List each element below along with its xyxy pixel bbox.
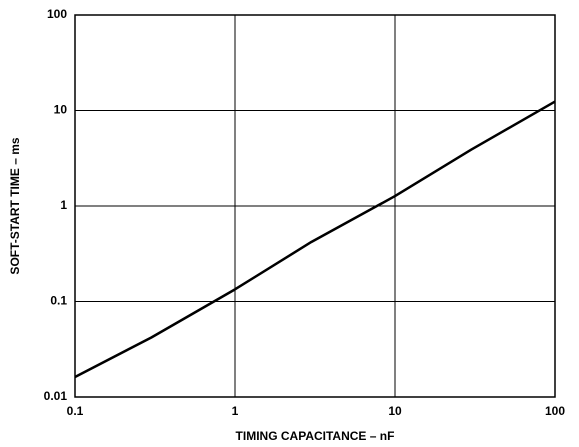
y-tick-label: 10 [54, 103, 68, 117]
plot-frame [74, 14, 556, 398]
x-tick-label: 10 [388, 404, 402, 418]
x-tick-label: 100 [545, 404, 565, 418]
x-tick-label: 1 [232, 404, 239, 418]
x-tick-label: 0.1 [67, 404, 84, 418]
y-tick-label: 1 [60, 198, 67, 212]
x-axis-label: TIMING CAPACITANCE – nF [236, 429, 395, 443]
y-axis-label: SOFT-START TIME – ms [8, 137, 22, 274]
data-line [74, 100, 556, 379]
y-tick-label: 0.1 [50, 294, 67, 308]
y-tick-label: 100 [47, 7, 67, 21]
y-tick-label: 0.01 [44, 389, 68, 403]
